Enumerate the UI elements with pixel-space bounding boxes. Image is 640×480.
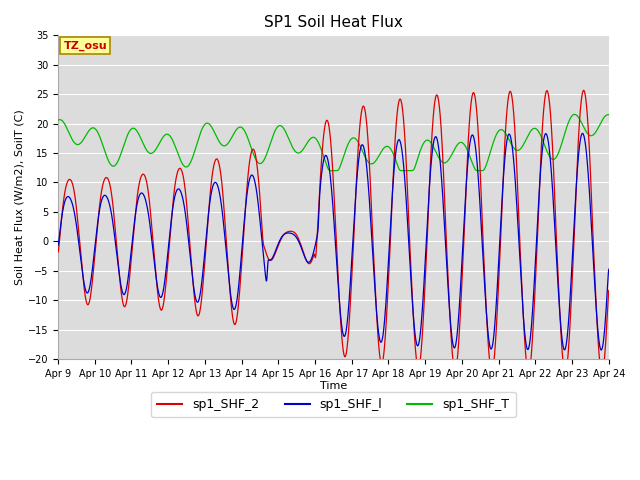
Title: SP1 Soil Heat Flux: SP1 Soil Heat Flux: [264, 15, 403, 30]
Y-axis label: Soil Heat Flux (W/m2), SoilT (C): Soil Heat Flux (W/m2), SoilT (C): [15, 109, 25, 285]
Text: TZ_osu: TZ_osu: [63, 40, 107, 50]
X-axis label: Time: Time: [320, 382, 347, 391]
Legend: sp1_SHF_2, sp1_SHF_l, sp1_SHF_T: sp1_SHF_2, sp1_SHF_l, sp1_SHF_T: [151, 392, 516, 418]
